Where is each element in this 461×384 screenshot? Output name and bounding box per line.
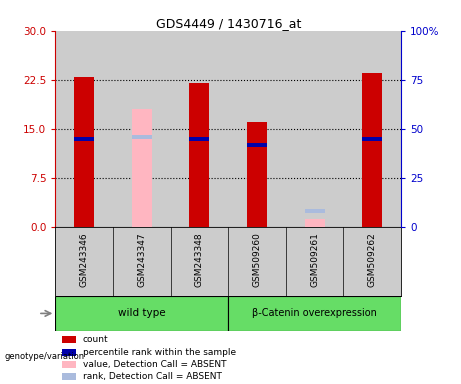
Text: GSM509260: GSM509260 (253, 233, 261, 288)
Text: rank, Detection Call = ABSENT: rank, Detection Call = ABSENT (83, 372, 222, 381)
Text: percentile rank within the sample: percentile rank within the sample (83, 348, 236, 357)
Bar (62, 361, 76, 368)
Text: count: count (83, 335, 109, 344)
Bar (286, 31, 343, 227)
Bar (228, 31, 286, 227)
Bar (55, 31, 113, 227)
Text: GSM243346: GSM243346 (80, 233, 89, 287)
Title: GDS4449 / 1430716_at: GDS4449 / 1430716_at (155, 17, 301, 30)
Bar (305, 209, 325, 213)
Bar (228, 296, 401, 331)
Bar (305, 219, 325, 227)
Bar (55, 296, 228, 331)
Bar (74, 76, 94, 227)
Text: GSM509261: GSM509261 (310, 233, 319, 288)
Text: genotype/variation: genotype/variation (5, 352, 85, 361)
Bar (362, 73, 382, 227)
Bar (62, 336, 76, 343)
Bar (247, 143, 267, 147)
Text: GSM243347: GSM243347 (137, 233, 146, 287)
Bar (189, 137, 209, 141)
Bar (171, 31, 228, 227)
Text: GSM509262: GSM509262 (368, 233, 377, 287)
Bar (189, 83, 209, 227)
Bar (132, 109, 152, 227)
Bar (132, 135, 152, 139)
Text: β-Catenin overexpression: β-Catenin overexpression (252, 308, 377, 318)
Bar (247, 122, 267, 227)
Bar (62, 349, 76, 356)
Text: value, Detection Call = ABSENT: value, Detection Call = ABSENT (83, 360, 226, 369)
Text: wild type: wild type (118, 308, 165, 318)
Bar (62, 373, 76, 380)
Bar (74, 137, 94, 141)
Text: GSM243348: GSM243348 (195, 233, 204, 287)
Bar (113, 31, 171, 227)
Bar (362, 137, 382, 141)
Bar (343, 31, 401, 227)
